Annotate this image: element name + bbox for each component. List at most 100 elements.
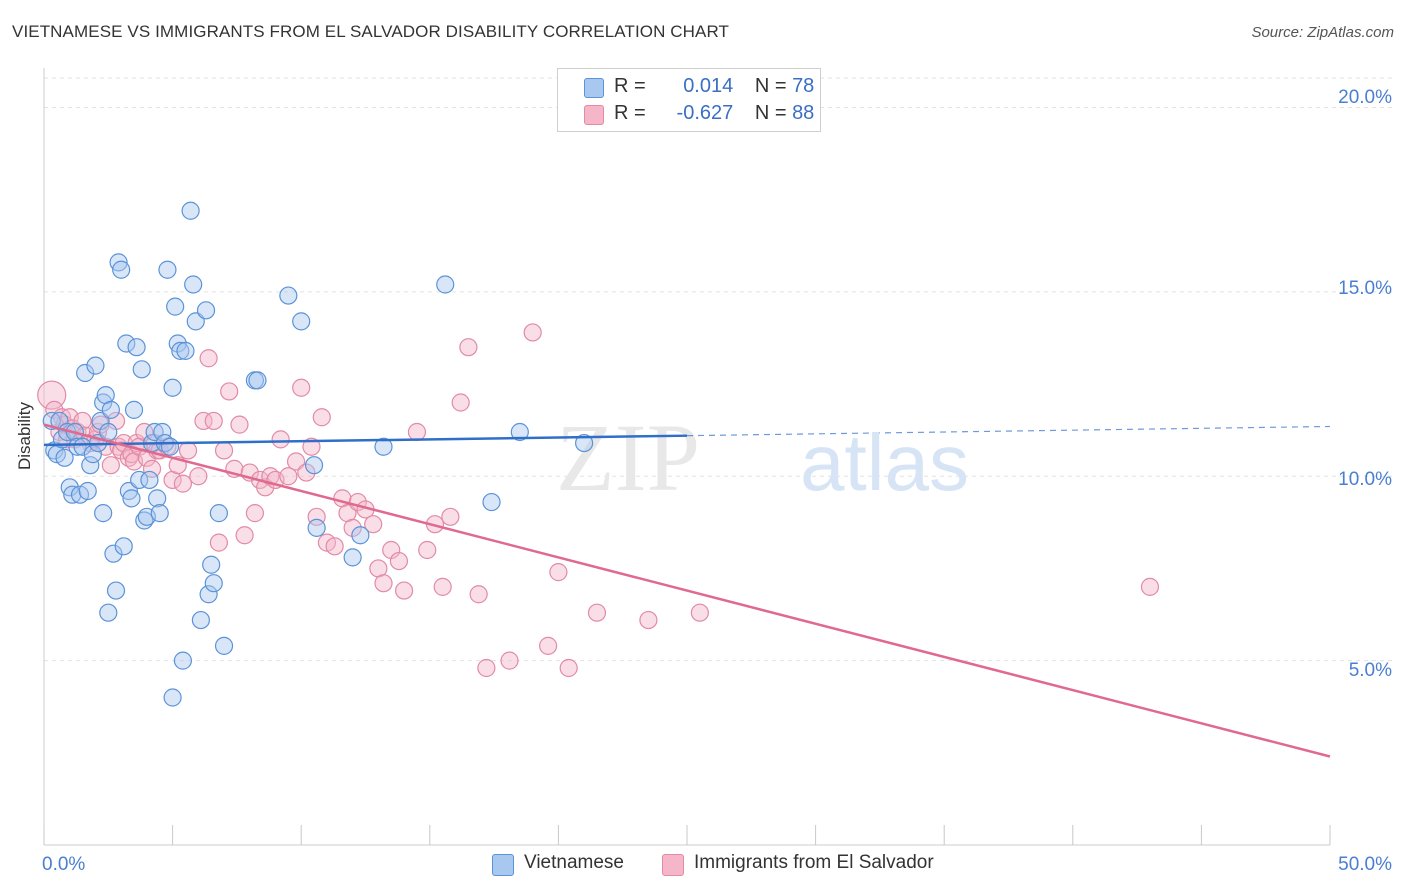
data-point-vietnamese — [163, 378, 182, 397]
data-point-el-salvador — [101, 456, 120, 475]
y-tick-label: 20.0% — [1338, 87, 1392, 108]
data-point-vietnamese — [153, 422, 172, 442]
pink-swatch — [662, 854, 684, 876]
data-point-el-salvador — [292, 378, 311, 397]
x-min-label: 0.0% — [42, 854, 86, 875]
axes — [43, 68, 1331, 846]
data-point-vietnamese — [106, 581, 126, 600]
data-point-vietnamese — [132, 360, 151, 379]
data-point-vietnamese — [148, 489, 167, 508]
trend-extension-vietnamese — [686, 425, 1331, 437]
n-value: 78 — [792, 75, 815, 97]
data-point-vietnamese — [140, 470, 159, 490]
data-point-vietnamese — [196, 301, 216, 320]
data-point-vietnamese — [99, 603, 118, 622]
data-point-el-salvador — [451, 393, 470, 412]
blue-series-points — [42, 201, 594, 707]
source-label: Source: ZipAtlas.com — [1251, 24, 1394, 41]
data-point-el-salvador — [189, 467, 208, 486]
data-point-vietnamese — [202, 555, 221, 574]
data-point-vietnamese — [351, 526, 370, 545]
data-point-vietnamese — [166, 297, 185, 316]
data-point-el-salvador — [364, 515, 383, 534]
data-point-vietnamese — [130, 470, 149, 490]
data-point-el-salvador — [500, 651, 519, 670]
data-point-el-salvador — [559, 658, 578, 678]
data-point-el-salvador — [418, 540, 437, 560]
r-value: 0.014 — [683, 75, 734, 97]
trend-lines — [43, 423, 1331, 758]
data-point-vietnamese — [119, 481, 138, 501]
data-point-vietnamese — [94, 393, 113, 412]
data-point-vietnamese — [482, 492, 501, 512]
y-tick-label: 5.0% — [1348, 660, 1392, 681]
data-point-vietnamese — [184, 275, 203, 294]
data-point-vietnamese — [510, 422, 529, 442]
data-point-vietnamese — [109, 253, 128, 272]
data-point-el-salvador — [178, 441, 198, 460]
data-point-el-salvador — [639, 610, 658, 630]
y-axis-label: Disability — [15, 401, 34, 470]
data-point-vietnamese — [76, 363, 95, 383]
data-point-vietnamese — [63, 485, 82, 504]
data-point-vietnamese — [86, 356, 105, 375]
n-value: 88 — [792, 102, 815, 124]
watermark: ZIP — [556, 404, 700, 511]
data-point-vietnamese — [60, 478, 79, 497]
data-point-el-salvador — [204, 411, 223, 431]
data-point-el-salvador — [271, 430, 290, 449]
data-point-el-salvador — [407, 422, 427, 442]
data-point-vietnamese — [94, 504, 113, 523]
data-point-vietnamese — [117, 334, 136, 353]
data-point-vietnamese — [127, 338, 146, 357]
data-point-vietnamese — [163, 688, 182, 707]
data-point-vietnamese — [78, 481, 97, 501]
trend-line-el-salvador — [43, 423, 1331, 758]
data-point-el-salvador — [1140, 577, 1160, 596]
data-point-el-salvador — [122, 445, 141, 464]
data-point-el-salvador — [279, 467, 298, 486]
data-point-vietnamese — [575, 433, 594, 453]
data-point-vietnamese — [81, 456, 100, 475]
r-label: R = — [614, 75, 646, 97]
data-point-el-salvador — [312, 408, 331, 427]
data-point-vietnamese — [122, 489, 141, 508]
data-point-el-salvador — [302, 437, 321, 456]
data-point-vietnamese — [209, 504, 228, 523]
n-label: N = — [754, 102, 787, 124]
data-point-vietnamese — [150, 504, 169, 523]
stats-legend: R = 0.014 N = 78 R = -0.627 N = 88 — [557, 68, 821, 132]
legend-label: Vietnamese — [524, 852, 624, 873]
data-point-el-salvador — [394, 581, 414, 600]
data-point-vietnamese — [307, 518, 326, 537]
data-point-vietnamese — [168, 334, 187, 353]
data-point-vietnamese — [112, 260, 131, 279]
data-point-vietnamese — [101, 400, 120, 419]
data-point-el-salvador — [690, 603, 709, 622]
data-point-el-salvador — [539, 636, 558, 655]
data-point-el-salvador — [441, 507, 460, 526]
x-max-label: 50.0% — [1338, 854, 1392, 875]
data-point-vietnamese — [436, 275, 455, 294]
data-point-el-salvador — [477, 658, 496, 678]
data-point-vietnamese — [374, 437, 393, 456]
r-value: -0.627 — [676, 102, 734, 124]
data-point-vietnamese — [199, 585, 218, 604]
data-point-vietnamese — [173, 651, 192, 670]
data-point-el-salvador — [469, 585, 488, 604]
data-point-vietnamese — [83, 445, 102, 464]
data-point-el-salvador — [297, 463, 316, 482]
data-point-vietnamese — [145, 422, 164, 442]
data-point-el-salvador — [209, 533, 228, 552]
legend-label: Immigrants from El Salvador — [694, 852, 934, 873]
data-point-vietnamese — [204, 574, 223, 593]
data-point-vietnamese — [158, 260, 177, 279]
data-point-vietnamese — [343, 548, 362, 567]
data-point-el-salvador — [523, 323, 542, 342]
pink-series-points — [37, 323, 1160, 678]
chart-title: VIETNAMESE VS IMMIGRANTS FROM EL SALVADO… — [12, 22, 730, 41]
data-point-el-salvador — [325, 537, 344, 556]
data-point-vietnamese — [124, 400, 144, 419]
r-label: R = — [614, 102, 646, 124]
data-point-el-salvador — [389, 551, 409, 571]
